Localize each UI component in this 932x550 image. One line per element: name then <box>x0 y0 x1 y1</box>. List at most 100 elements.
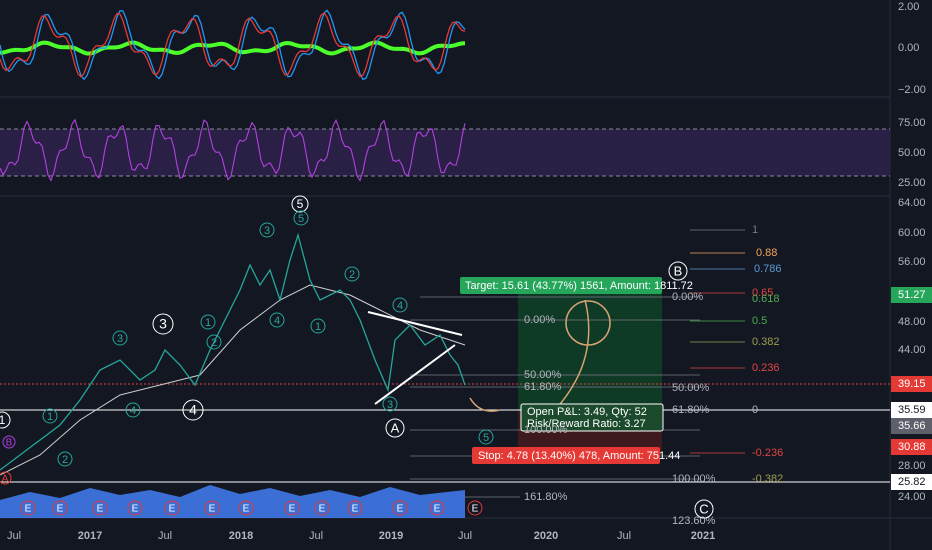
rsi-line <box>0 118 466 182</box>
earnings-marker <box>392 500 408 516</box>
wave-label: 1 <box>47 411 53 423</box>
wave-marker <box>694 499 714 519</box>
wave-marker <box>0 411 11 429</box>
projection-arrow <box>469 299 590 412</box>
price-badge <box>891 474 932 490</box>
wave-marker <box>478 429 494 445</box>
price-badge-text: 30.88 <box>898 441 926 453</box>
fib-label: 0.382 <box>752 336 780 348</box>
wave-marker <box>206 334 222 350</box>
wave-marker <box>0 471 12 485</box>
profit-zone <box>518 294 662 410</box>
fib-label: 0.618 <box>752 293 780 305</box>
wave-label: 1 <box>205 317 211 329</box>
wave-marker <box>2 435 16 449</box>
earnings-label: E <box>132 504 139 515</box>
fib-label: 0.786 <box>754 263 782 275</box>
wave-marker <box>291 195 309 213</box>
axis-label: 25.00 <box>898 177 926 189</box>
wave-label: B <box>674 263 683 278</box>
earnings-marker <box>429 500 445 516</box>
wave-marker <box>182 399 204 421</box>
wave-label: 3 <box>264 225 270 237</box>
wave-marker <box>259 222 275 238</box>
wave-marker <box>382 396 398 412</box>
earnings-marker <box>52 500 68 516</box>
wave-label: 4 <box>274 315 280 327</box>
fib-percent: 61.80% <box>524 381 562 393</box>
earnings-label: E <box>57 504 64 515</box>
earnings-label: E <box>352 504 359 515</box>
wave-marker <box>42 408 58 424</box>
earnings-label: E <box>434 504 441 515</box>
macd-line <box>0 9 466 81</box>
wave-label: 3 <box>387 399 393 411</box>
price-badge-text: 35.66 <box>898 420 926 432</box>
axis-label: −2.00 <box>898 84 926 96</box>
axis-label: 28.00 <box>898 460 926 472</box>
target-circle <box>565 300 611 346</box>
wave-marker <box>200 314 216 330</box>
target-text: Target: 15.61 (43.77%) 1561, Amount: 181… <box>465 280 693 292</box>
earnings-marker <box>20 500 36 516</box>
fib-percent: 100.00% <box>524 424 568 436</box>
time-label: Jul <box>158 530 172 542</box>
earnings-label: E <box>243 504 250 515</box>
wave-label: 1 <box>0 413 6 427</box>
fib-percent: 0.00% <box>524 314 555 326</box>
time-label: 2018 <box>229 530 253 542</box>
axis-label: 56.00 <box>898 256 926 268</box>
wave-label: 2 <box>211 337 217 349</box>
price-badge-text: 35.59 <box>898 404 926 416</box>
wave-label: 3 <box>159 316 167 332</box>
wave-marker <box>152 313 174 335</box>
axis-label: 2.00 <box>898 1 919 13</box>
wave-label: C <box>699 501 708 516</box>
wave-marker <box>310 318 326 334</box>
price-series <box>0 232 466 471</box>
stop-text: Stop: 4.78 (13.40%) 478, Amount: 751.44 <box>478 450 680 462</box>
wave-marker <box>57 451 73 467</box>
axis-label: 64.00 <box>898 197 926 209</box>
time-label: 2019 <box>379 530 403 542</box>
earnings-label: E <box>397 504 404 515</box>
fib-label: 1 <box>752 224 758 236</box>
wave-label: 4 <box>130 405 136 417</box>
time-label: 2021 <box>691 530 715 542</box>
trendline <box>374 344 456 405</box>
wave-label: B <box>6 438 13 449</box>
pnl-box <box>520 403 664 432</box>
wave-label: 4 <box>189 402 197 418</box>
wave-marker <box>293 210 309 226</box>
wave-marker <box>392 297 408 313</box>
axis-label: 44.00 <box>898 344 926 356</box>
time-label: Jul <box>7 530 21 542</box>
axis-label: 0.00 <box>898 42 919 54</box>
time-label: 2020 <box>534 530 558 542</box>
fib-label: 0.5 <box>752 315 767 327</box>
trendline <box>367 311 463 336</box>
axis-label: 60.00 <box>898 227 926 239</box>
price-badge-text: 25.82 <box>898 476 926 488</box>
fib-label: 0.88 <box>756 247 777 259</box>
price-badge-text: 39.15 <box>898 378 926 390</box>
earnings-marker <box>314 500 330 516</box>
earnings-label: E <box>289 504 296 515</box>
time-label: 2017 <box>78 530 102 542</box>
moving-average <box>0 284 466 476</box>
wave-marker <box>125 402 141 418</box>
earnings-marker <box>467 500 483 516</box>
wave-marker <box>668 261 688 281</box>
rsi-band <box>0 129 890 176</box>
fib-label: -0.382 <box>752 473 783 485</box>
fib-percent: 0.00% <box>672 291 703 303</box>
stop-box <box>472 447 660 464</box>
earnings-marker <box>238 500 254 516</box>
earnings-label: E <box>209 504 216 515</box>
wave-marker <box>385 418 405 438</box>
earnings-label: E <box>25 504 32 515</box>
earnings-marker <box>347 500 363 516</box>
wave-label: 5 <box>297 197 304 211</box>
time-label: Jul <box>309 530 323 542</box>
